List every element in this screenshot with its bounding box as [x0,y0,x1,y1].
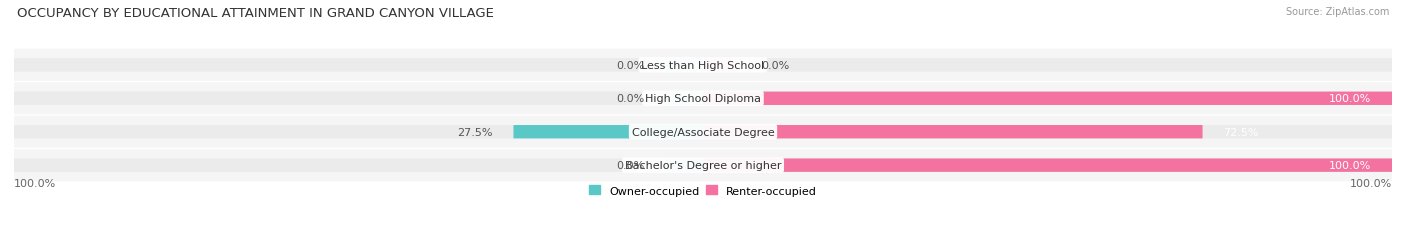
FancyBboxPatch shape [14,116,1392,148]
FancyBboxPatch shape [14,159,703,172]
Text: 72.5%: 72.5% [1223,127,1258,137]
Text: 27.5%: 27.5% [457,127,494,137]
FancyBboxPatch shape [703,59,741,72]
Text: 100.0%: 100.0% [1350,178,1392,188]
FancyBboxPatch shape [14,125,703,139]
FancyBboxPatch shape [703,92,1392,106]
FancyBboxPatch shape [14,92,703,106]
FancyBboxPatch shape [703,125,1202,139]
Text: High School Diploma: High School Diploma [645,94,761,104]
FancyBboxPatch shape [703,159,1392,172]
FancyBboxPatch shape [665,159,703,172]
FancyBboxPatch shape [513,125,703,139]
Text: 100.0%: 100.0% [14,178,56,188]
FancyBboxPatch shape [14,50,1392,82]
FancyBboxPatch shape [703,125,1392,139]
Text: College/Associate Degree: College/Associate Degree [631,127,775,137]
FancyBboxPatch shape [665,92,703,106]
FancyBboxPatch shape [703,159,1392,172]
Text: 0.0%: 0.0% [616,61,644,70]
FancyBboxPatch shape [14,149,1392,181]
Text: Bachelor's Degree or higher: Bachelor's Degree or higher [624,161,782,170]
FancyBboxPatch shape [14,59,703,72]
Text: Less than High School: Less than High School [641,61,765,70]
Text: 0.0%: 0.0% [616,161,644,170]
Text: 100.0%: 100.0% [1329,161,1371,170]
FancyBboxPatch shape [14,83,1392,115]
Text: 100.0%: 100.0% [1329,94,1371,104]
FancyBboxPatch shape [703,92,1392,106]
FancyBboxPatch shape [703,59,1392,72]
Legend: Owner-occupied, Renter-occupied: Owner-occupied, Renter-occupied [589,185,817,196]
Text: 0.0%: 0.0% [762,61,790,70]
FancyBboxPatch shape [665,59,703,72]
Text: OCCUPANCY BY EDUCATIONAL ATTAINMENT IN GRAND CANYON VILLAGE: OCCUPANCY BY EDUCATIONAL ATTAINMENT IN G… [17,7,494,20]
Text: Source: ZipAtlas.com: Source: ZipAtlas.com [1285,7,1389,17]
Text: 0.0%: 0.0% [616,94,644,104]
